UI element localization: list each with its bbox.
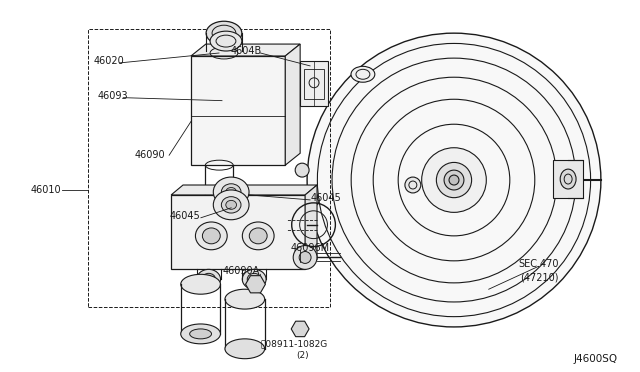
Text: 46020: 46020: [93, 56, 124, 66]
Ellipse shape: [295, 163, 309, 177]
Text: 46093: 46093: [98, 91, 128, 101]
Ellipse shape: [202, 228, 220, 244]
Ellipse shape: [295, 324, 305, 334]
Ellipse shape: [405, 177, 421, 193]
Ellipse shape: [250, 278, 262, 290]
Ellipse shape: [226, 201, 237, 209]
Text: 46090A: 46090A: [223, 266, 260, 276]
Bar: [553, 160, 583, 198]
Bar: [300, 61, 328, 106]
Text: 46045: 46045: [169, 211, 200, 221]
Text: 46096M: 46096M: [290, 243, 330, 253]
Ellipse shape: [351, 66, 375, 82]
Bar: [191, 56, 285, 165]
Ellipse shape: [180, 324, 220, 344]
Ellipse shape: [189, 329, 211, 339]
Bar: [88, 29, 330, 307]
Text: 46090: 46090: [134, 150, 165, 160]
Polygon shape: [305, 185, 317, 269]
Bar: [304, 69, 324, 99]
Ellipse shape: [250, 228, 267, 244]
Ellipse shape: [436, 163, 472, 198]
Ellipse shape: [243, 222, 274, 250]
Ellipse shape: [299, 251, 311, 263]
Text: 4604B: 4604B: [230, 46, 262, 56]
Text: SEC.470: SEC.470: [518, 259, 559, 269]
Polygon shape: [285, 44, 300, 165]
Ellipse shape: [293, 246, 317, 269]
Ellipse shape: [210, 31, 242, 51]
Ellipse shape: [195, 222, 227, 250]
Ellipse shape: [247, 273, 261, 285]
Text: 46045: 46045: [310, 193, 341, 203]
Text: (2): (2): [296, 351, 309, 360]
Polygon shape: [191, 44, 300, 56]
Ellipse shape: [221, 184, 241, 200]
Ellipse shape: [225, 289, 265, 309]
Ellipse shape: [180, 274, 220, 294]
Ellipse shape: [213, 190, 249, 220]
Ellipse shape: [449, 175, 459, 185]
Ellipse shape: [206, 21, 242, 45]
Text: J4600SQ: J4600SQ: [573, 354, 618, 364]
Ellipse shape: [196, 269, 221, 289]
Ellipse shape: [226, 187, 237, 196]
Text: (47210): (47210): [520, 272, 559, 282]
Ellipse shape: [243, 269, 266, 289]
Ellipse shape: [560, 169, 576, 189]
Ellipse shape: [307, 33, 601, 327]
Bar: [171, 195, 305, 269]
Ellipse shape: [202, 273, 216, 285]
Text: ⓝ08911-1082G: ⓝ08911-1082G: [260, 339, 328, 348]
Polygon shape: [171, 185, 317, 195]
Ellipse shape: [225, 339, 265, 359]
Ellipse shape: [221, 197, 241, 213]
Ellipse shape: [444, 170, 464, 190]
Ellipse shape: [213, 177, 249, 207]
Text: 46010: 46010: [30, 185, 61, 195]
Ellipse shape: [422, 148, 486, 212]
Ellipse shape: [205, 189, 233, 201]
Ellipse shape: [305, 193, 319, 207]
